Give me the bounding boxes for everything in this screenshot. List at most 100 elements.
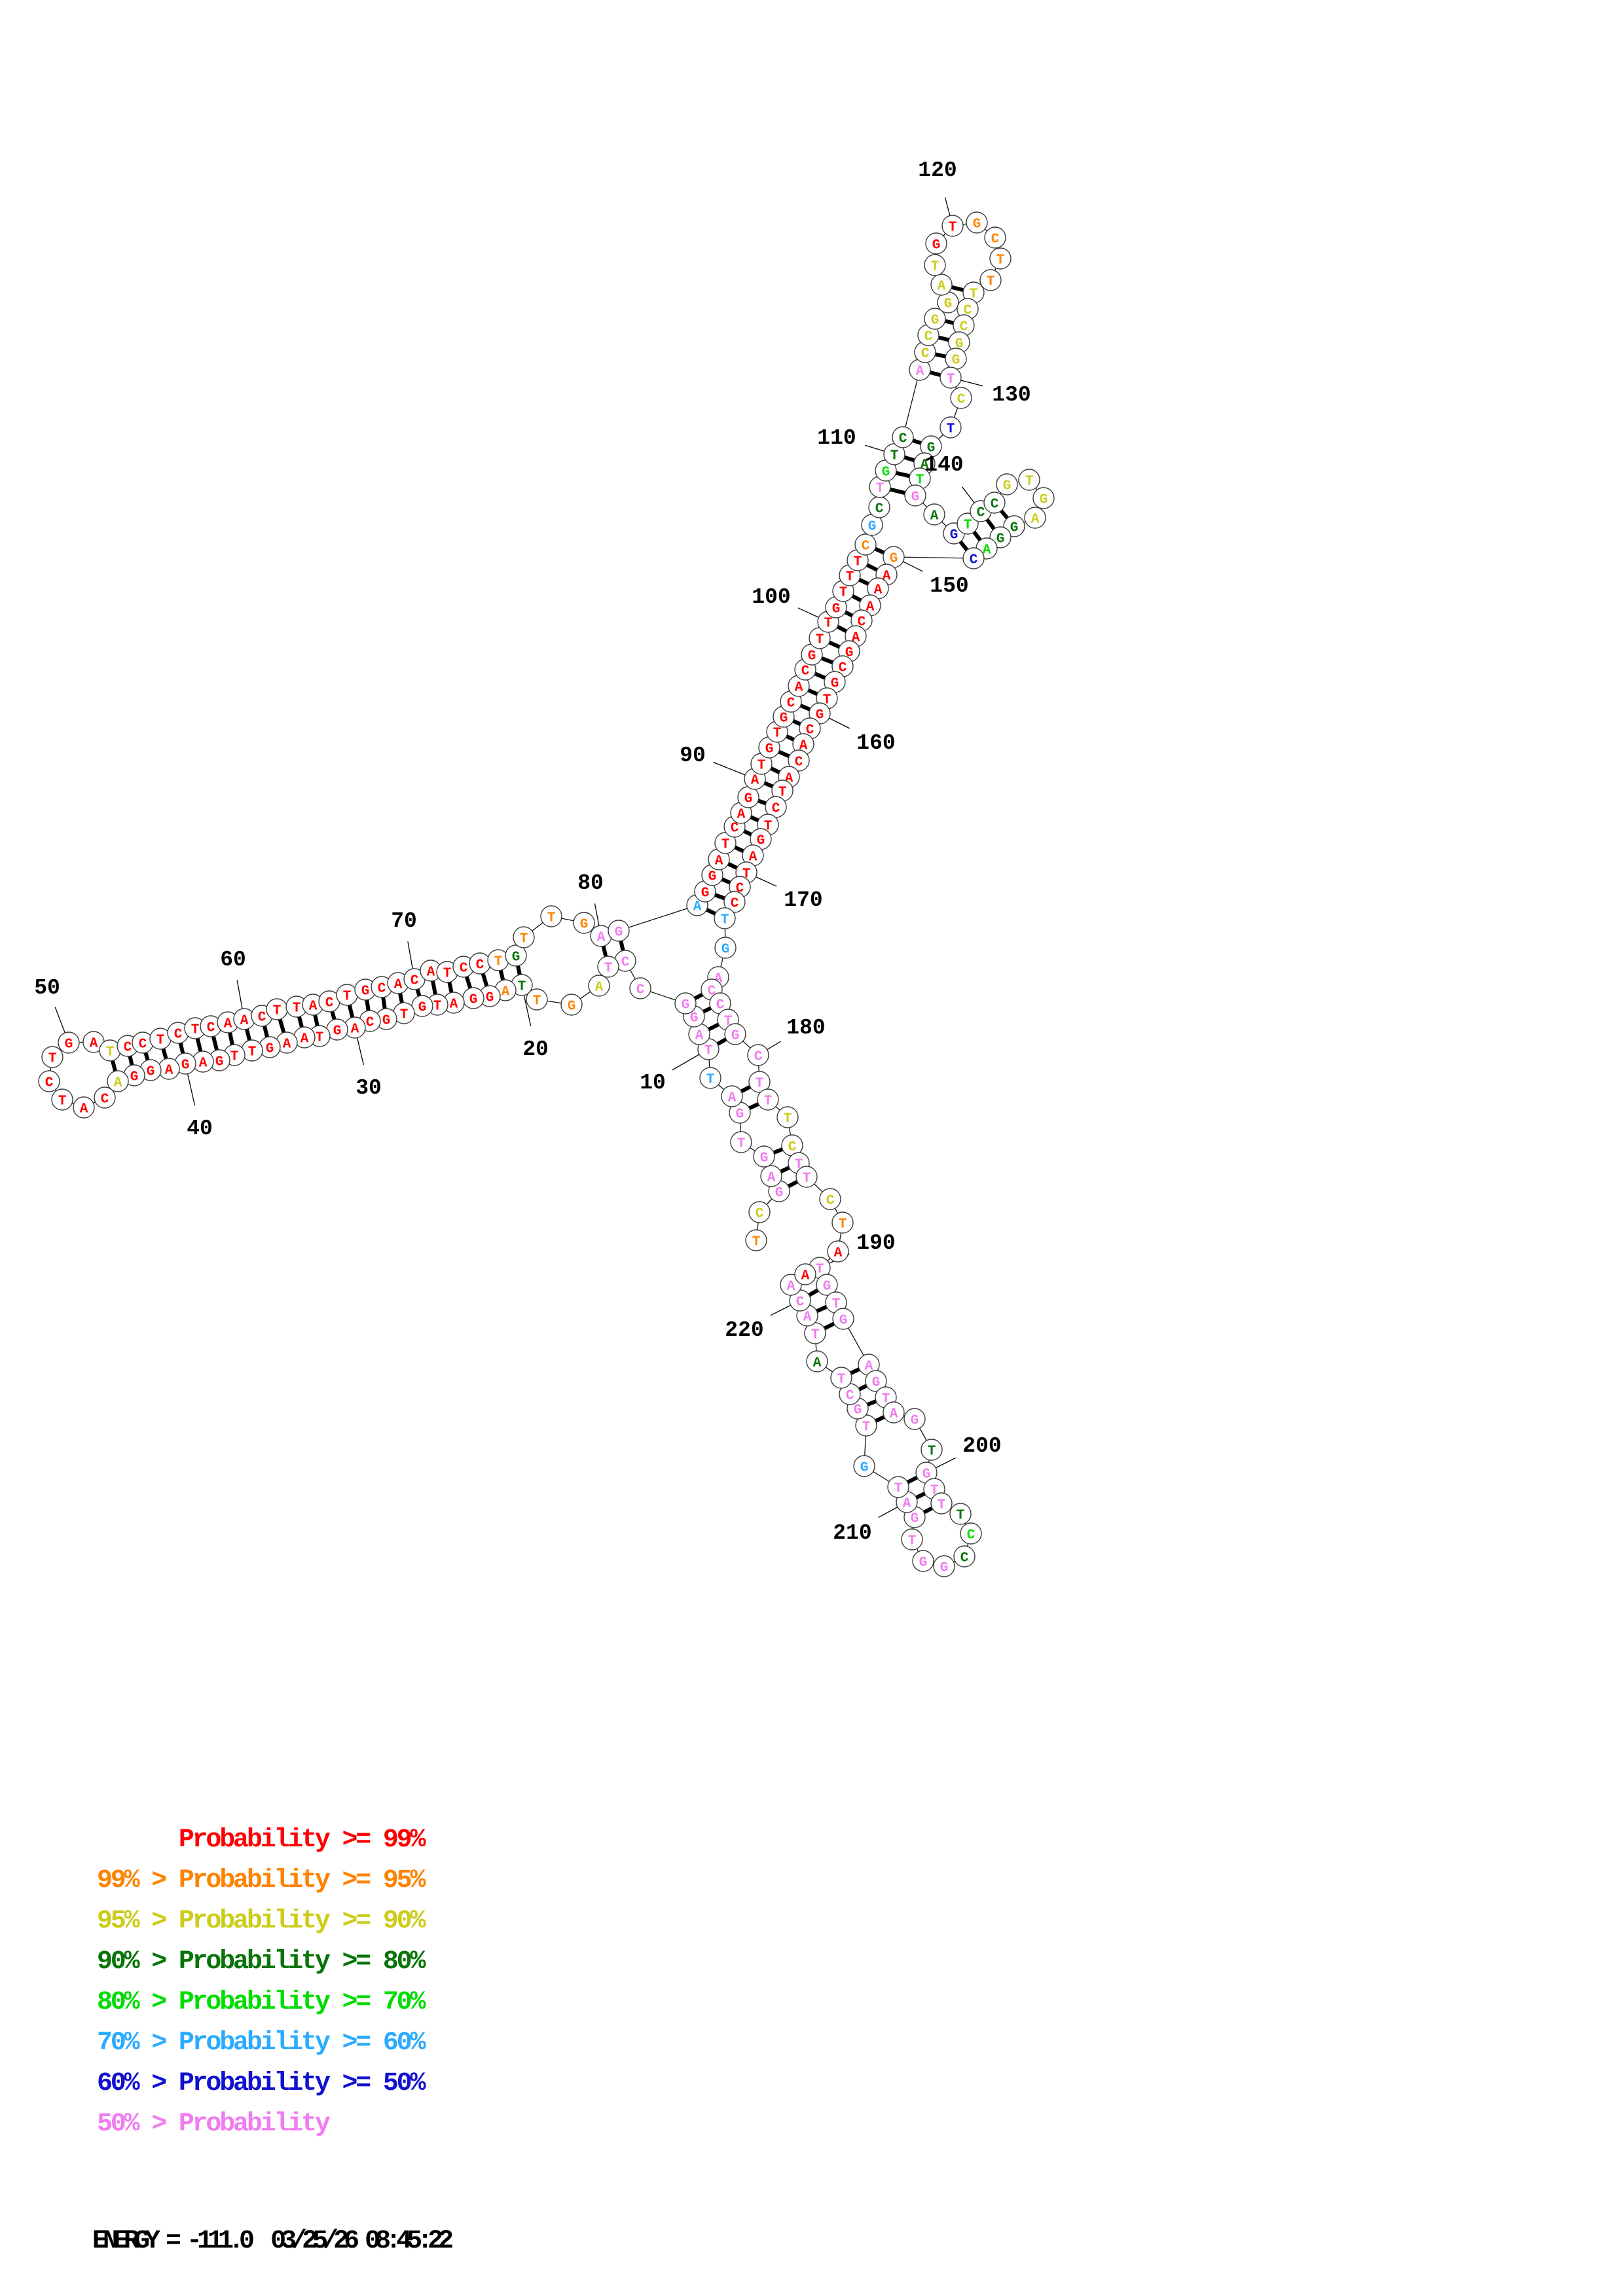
nucleotide-base-76: G xyxy=(512,950,520,965)
nucleotide-circle-78 xyxy=(540,905,562,927)
legend-row-6: 70% > Probability >= 60% xyxy=(97,2028,426,2058)
nucleotide-base-91: T xyxy=(757,759,766,774)
nucleotide-base-42: G xyxy=(147,1065,155,1080)
nucleotide-circle-121 xyxy=(966,211,988,234)
position-label-110: 110 xyxy=(817,426,856,450)
nucleotide-circle-173 xyxy=(714,907,736,929)
nucleotide-base-98: G xyxy=(808,649,816,664)
nucleotide-circle-79 xyxy=(573,912,595,934)
nucleotide-base-4: A xyxy=(767,1171,776,1186)
nucleotide-base-147: G xyxy=(996,532,1005,547)
nucleotide-base-194: A xyxy=(865,1359,873,1374)
position-label-210: 210 xyxy=(833,1521,871,1545)
nucleotide-circle-18 xyxy=(560,994,583,1016)
nucleotide-base-31: G xyxy=(333,1024,342,1039)
nucleotide-base-87: C xyxy=(731,821,739,836)
nucleotide-circle-182 xyxy=(757,1088,779,1111)
nucleotide-base-63: T xyxy=(293,1001,301,1016)
nucleotide-base-28: G xyxy=(382,1014,391,1029)
nucleotide-circle-172 xyxy=(723,891,746,913)
nucleotide-base-105: C xyxy=(862,539,870,554)
nucleotide-circle-198 xyxy=(903,1408,926,1430)
nucleotide-base-59: A xyxy=(224,1017,232,1032)
nucleotide-base-181: T xyxy=(756,1077,764,1092)
nucleotide-base-85: A xyxy=(715,854,723,869)
nucleotide-base-72: T xyxy=(443,967,452,982)
nucleotide-circle-77 xyxy=(513,926,535,948)
nucleotide-base-13: G xyxy=(682,998,690,1013)
nucleotide-circle-179 xyxy=(724,1023,746,1045)
nucleotide-base-169: A xyxy=(749,850,757,865)
nucleotide-circle-202 xyxy=(930,1492,953,1515)
nucleotide-base-99: T xyxy=(816,633,824,648)
nucleotide-circle-131 xyxy=(950,387,972,409)
nucleotide-base-26: G xyxy=(418,1001,427,1016)
nucleotide-base-174: G xyxy=(721,942,730,958)
nucleotide-base-10: T xyxy=(704,1044,713,1059)
nucleotide-base-219: A xyxy=(803,1310,812,1325)
nucleotide-base-195: G xyxy=(872,1376,881,1391)
nucleotide-circle-143 xyxy=(1018,469,1040,491)
nucleotide-base-183: T xyxy=(784,1112,792,1127)
position-label-30: 30 xyxy=(356,1076,382,1100)
nucleotide-base-5: G xyxy=(760,1151,769,1166)
nucleotide-base-104: T xyxy=(854,555,862,570)
position-label-190: 190 xyxy=(856,1231,895,1255)
nucleotide-base-160: G xyxy=(816,708,824,723)
nucleotide-base-173: T xyxy=(721,913,729,928)
nucleotide-base-2: C xyxy=(756,1207,764,1222)
nucleotide-base-111: C xyxy=(899,432,907,447)
nucleotide-base-189: A xyxy=(834,1246,843,1261)
position-label-150: 150 xyxy=(930,574,968,598)
nucleotide-circle-136 xyxy=(904,484,926,507)
legend-row-4: 90% > Probability >= 80% xyxy=(97,1947,426,1977)
nucleotide-base-110: T xyxy=(890,449,899,464)
nucleotide-base-15: C xyxy=(621,956,630,971)
nucleotide-base-144: G xyxy=(1040,493,1048,508)
nucleotide-base-172: C xyxy=(731,897,739,912)
nucleotide-circle-47 xyxy=(51,1088,73,1111)
nucleotide-circle-9 xyxy=(699,1067,721,1089)
nucleotide-circle-212 xyxy=(853,1455,875,1477)
nucleotide-base-157: C xyxy=(839,661,847,676)
nucleotide-circle-16 xyxy=(597,956,619,978)
legend-row-1: Probability >= 99% xyxy=(97,1825,426,1855)
position-label-70: 70 xyxy=(391,909,417,933)
position-label-90: 90 xyxy=(680,744,706,768)
nucleotide-circle-8 xyxy=(721,1085,743,1107)
nucleotide-base-81: G xyxy=(615,925,623,941)
nucleotide-base-100: T xyxy=(824,617,833,632)
nucleotide-circle-205 xyxy=(953,1545,976,1568)
nucleotide-base-206: G xyxy=(940,1561,949,1576)
nucleotide-base-129: G xyxy=(952,353,960,368)
nucleotide-base-190: T xyxy=(816,1263,824,1278)
nucleotide-base-119: G xyxy=(932,238,941,253)
nucleotide-base-51: A xyxy=(90,1037,98,1052)
nucleotide-base-44: A xyxy=(114,1076,122,1091)
nucleotide-base-106: G xyxy=(868,520,877,535)
nucleotide-base-94: G xyxy=(780,711,788,726)
nucleotide-base-187: C xyxy=(826,1194,835,1209)
nucleotide-base-24: A xyxy=(450,997,458,1013)
nucleotide-base-27: T xyxy=(400,1008,409,1023)
nucleotide-base-121: G xyxy=(973,217,981,232)
nucleotide-base-112: A xyxy=(916,365,924,380)
probability-legend: Probability >= 99% 99% > Probability >= 9… xyxy=(97,1820,426,2145)
nucleotide-base-65: C xyxy=(325,996,334,1011)
nucleotide-base-18: G xyxy=(568,999,576,1014)
position-label-80: 80 xyxy=(577,871,604,895)
nucleotide-base-150: G xyxy=(890,552,898,567)
nucleotide-circle-2 xyxy=(748,1201,771,1223)
nucleotide-base-137: A xyxy=(930,509,939,524)
nucleotide-base-71: A xyxy=(427,965,435,980)
nucleotide-circle-207 xyxy=(912,1550,934,1572)
nucleotide-base-125: T xyxy=(970,287,978,302)
nucleotide-base-218: T xyxy=(811,1328,820,1343)
nucleotide-base-163: C xyxy=(795,755,803,770)
nucleotide-base-146: G xyxy=(1010,521,1019,536)
nucleotide-base-133: G xyxy=(927,441,936,456)
nucleotide-base-222: A xyxy=(801,1269,810,1284)
nucleotide-base-118: T xyxy=(931,260,939,275)
nucleotide-base-117: A xyxy=(938,279,946,295)
